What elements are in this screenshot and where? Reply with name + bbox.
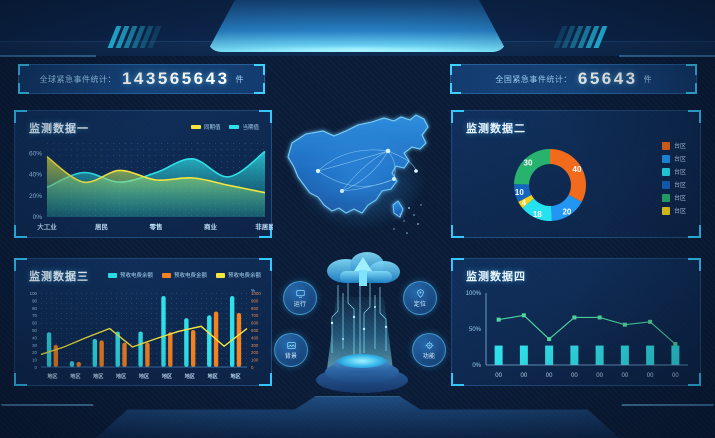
dashboard-root: 全球紧急事件统计： 143565643 件 全国紧急事件统计： 65643 件 … — [0, 0, 715, 438]
vignette-overlay — [0, 0, 715, 438]
